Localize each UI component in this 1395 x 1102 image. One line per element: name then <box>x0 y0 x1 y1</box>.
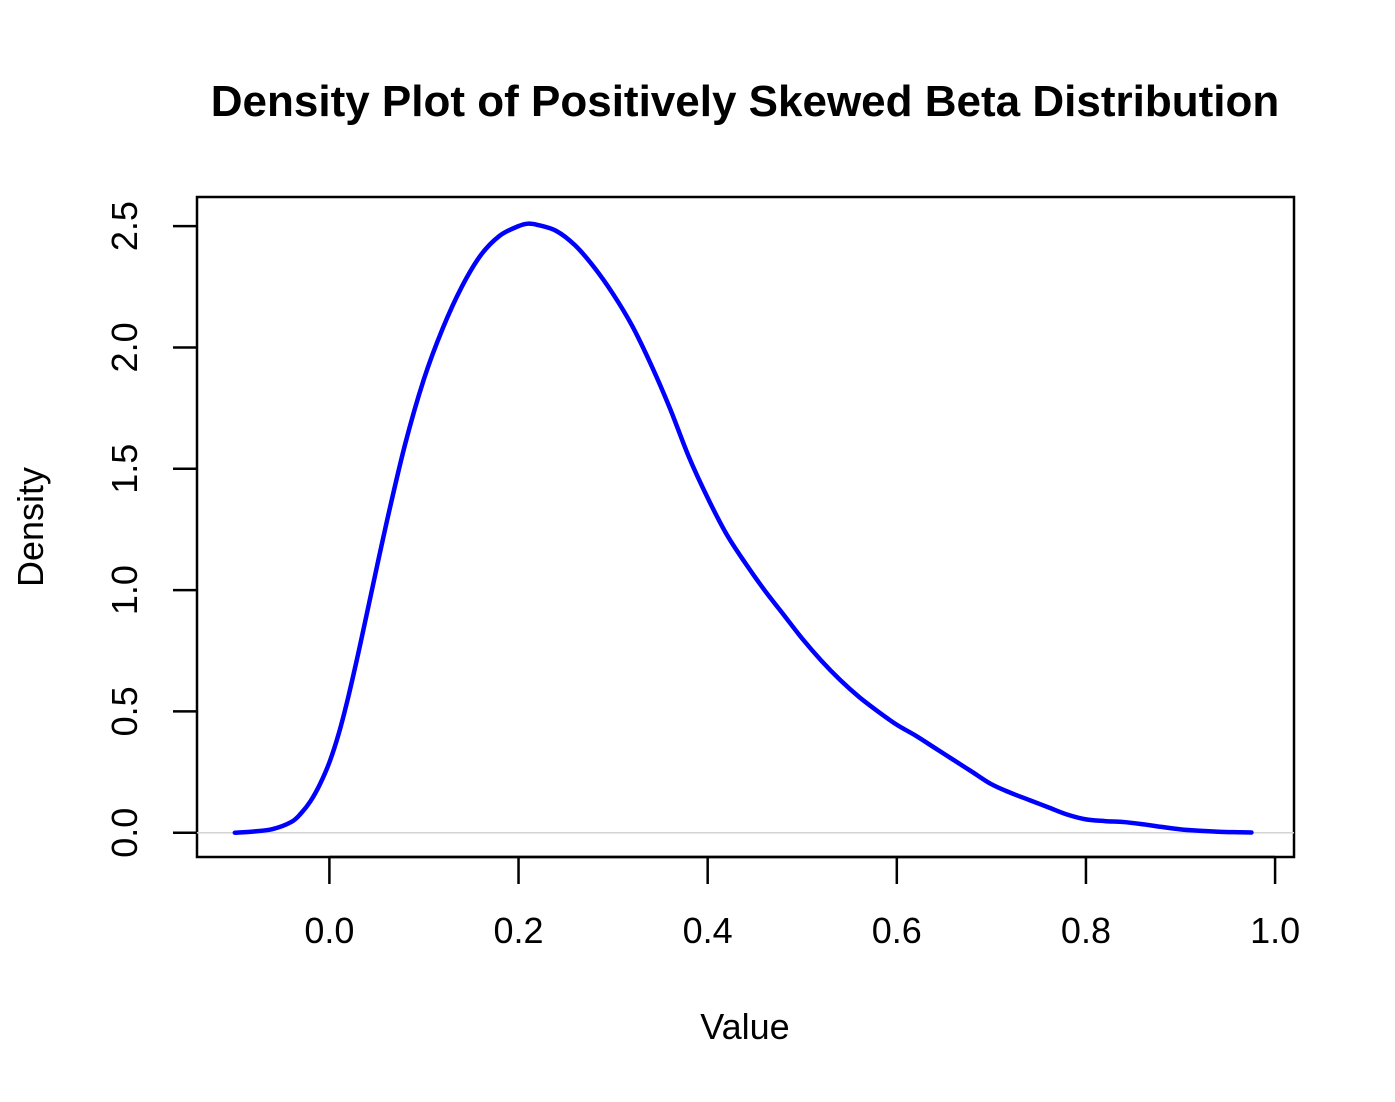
y-axis: 0.0 0.5 1.0 1.5 2.0 2.5 <box>104 201 197 858</box>
x-axis: 0.0 0.2 0.4 0.6 0.8 1.0 <box>304 855 1300 951</box>
x-tick-label: 0.0 <box>304 910 354 951</box>
plot-layer <box>197 221 1294 835</box>
plot-frame <box>195 195 1296 859</box>
y-tick-label: 2.0 <box>104 322 145 372</box>
y-tick-label: 2.5 <box>104 201 145 251</box>
y-tick-label: 1.0 <box>104 565 145 615</box>
y-axis-label: Density <box>10 467 51 587</box>
x-tick-label: 0.4 <box>683 910 733 951</box>
density-curve <box>232 221 1254 835</box>
x-axis-label: Value <box>700 1006 789 1047</box>
y-tick-label: 0.0 <box>104 808 145 858</box>
x-tick-label: 1.0 <box>1250 910 1300 951</box>
chart-title: Density Plot of Positively Skewed Beta D… <box>211 77 1279 126</box>
y-tick-label: 1.5 <box>104 444 145 494</box>
y-tick-label: 0.5 <box>104 686 145 736</box>
x-tick-label: 0.8 <box>1061 910 1111 951</box>
x-tick-label: 0.2 <box>494 910 544 951</box>
x-tick-label: 0.6 <box>872 910 922 951</box>
